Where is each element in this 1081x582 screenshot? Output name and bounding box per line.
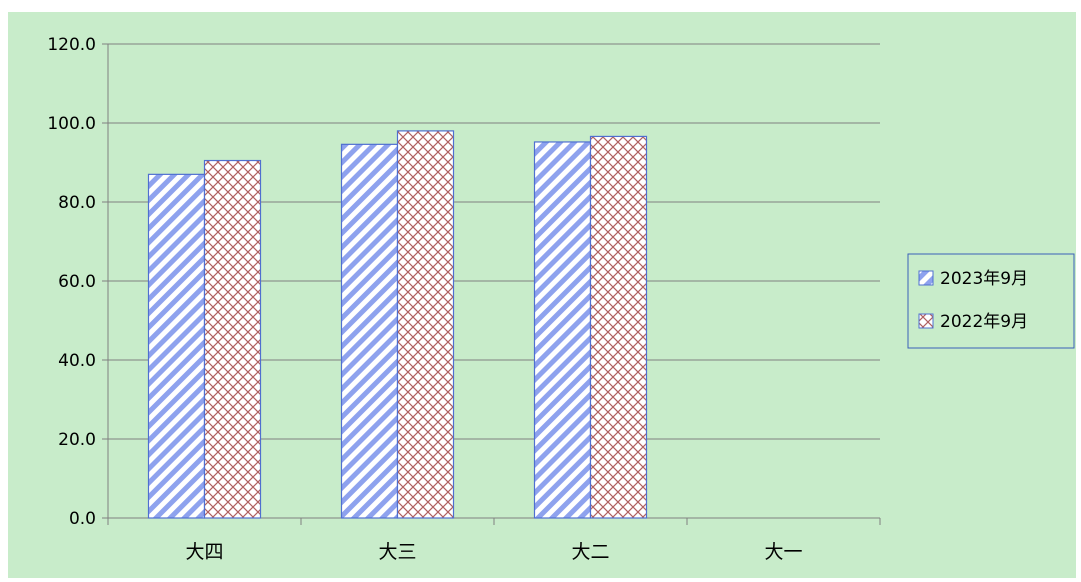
bars	[147, 130, 648, 519]
x-tick-label: 大二	[571, 541, 609, 563]
bar-series-2	[203, 159, 262, 519]
x-tick-label: 大三	[378, 541, 416, 563]
y-tick-label: 120.0	[47, 35, 96, 55]
bar-series-2	[589, 135, 648, 519]
y-tick-label: 100.0	[47, 114, 96, 134]
legend-label-series-1: 2023年9月	[940, 269, 1028, 289]
legend-border	[907, 253, 1075, 349]
legend-label-series-2: 2022年9月	[940, 312, 1028, 332]
bar-series-2	[396, 130, 455, 519]
y-tick-label: 0.0	[69, 509, 96, 529]
bar-series-1	[147, 173, 206, 519]
chart-area: 0.0 20.0 40.0 60.0 80.0 100.0 120.0 大四 大三 大二 大一 20…	[8, 12, 1076, 578]
axes	[102, 43, 881, 525]
bar-series-1	[533, 141, 592, 519]
legend: 2023年9月 2022年9月	[907, 253, 1075, 349]
y-tick-label: 60.0	[58, 272, 96, 292]
bar-series-1	[340, 143, 399, 519]
y-tick-label: 20.0	[58, 430, 96, 450]
y-tick-label: 40.0	[58, 351, 96, 371]
bar-chart: 0.0 20.0 40.0 60.0 80.0 100.0 120.0 大四 大三 大二 大一 20…	[8, 12, 1076, 578]
tick-labels: 0.0 20.0 40.0 60.0 80.0 100.0 120.0 大四 大三 大二 大一	[47, 35, 802, 563]
x-tick-label: 大一	[764, 541, 802, 563]
x-tick-label: 大四	[185, 541, 223, 563]
y-tick-label: 80.0	[58, 193, 96, 213]
legend-swatch-series-2	[918, 313, 934, 329]
legend-swatch-series-1	[918, 270, 934, 286]
